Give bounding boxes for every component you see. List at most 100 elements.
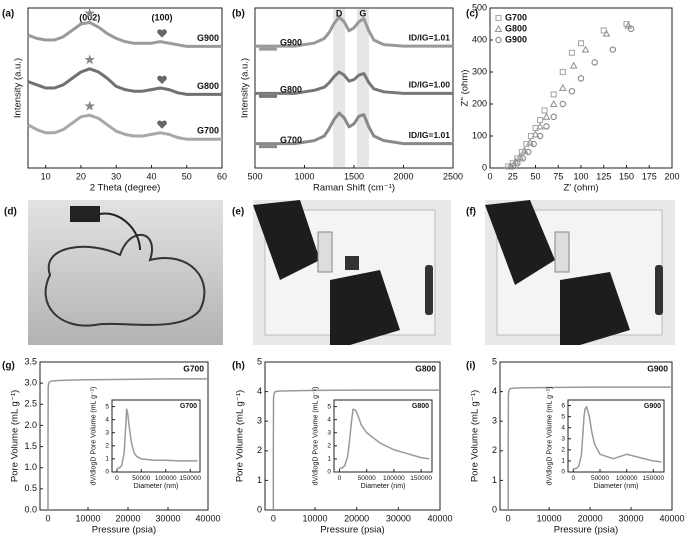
ratio-label: ID/IG=1.00 — [409, 80, 451, 90]
y-axis-label: Pore Volume (mL g⁻¹) — [234, 390, 245, 482]
ratio-label: ID/IG=1.01 — [409, 130, 451, 140]
photo-f — [485, 200, 675, 345]
x-tick-label: 150000 — [642, 475, 664, 482]
point — [568, 49, 575, 56]
series-label: G800 — [197, 81, 219, 91]
point — [523, 140, 530, 148]
point — [591, 59, 598, 66]
y-tick-label: 3 — [561, 435, 565, 442]
y-tick-label: 400 — [472, 34, 487, 44]
y-tick-label: 3 — [257, 416, 262, 426]
x-tick-label: 25 — [508, 171, 518, 181]
y-axis-label: dV/dlogD Pore Volume (mL g⁻¹) — [313, 387, 320, 486]
x-axis-label: Pressure (psia) — [92, 524, 156, 535]
y-tick-label: 4 — [492, 386, 497, 396]
x-tick-label: 2000 — [393, 171, 413, 181]
series-line — [27, 67, 222, 96]
x-tick-label: 50000 — [358, 475, 376, 482]
y-tick-label: 4 — [105, 416, 109, 423]
point — [531, 130, 540, 138]
x-axis-label: Raman Shift (cm⁻¹) — [313, 182, 395, 193]
y-tick-label: 2.5 — [24, 399, 37, 409]
series-label: G700 — [197, 126, 219, 136]
y-tick-label: 1 — [492, 475, 497, 485]
x-tick-label: 100000 — [616, 475, 638, 482]
x-tick-label: 30000 — [155, 513, 180, 523]
x-tick-label: 40000 — [195, 513, 220, 523]
panel-label: (h) — [232, 361, 245, 372]
x-tick-label: 20000 — [115, 513, 140, 523]
y-tick-label: 5 — [561, 413, 565, 420]
x-tick-label: 10000 — [302, 513, 327, 523]
band — [333, 9, 346, 167]
legend-label: G800 — [280, 85, 302, 95]
annotation: D — [336, 8, 343, 18]
legend-label: G900 — [505, 34, 527, 44]
series-label: G900 — [197, 33, 219, 43]
x-tick-label: 0 — [271, 513, 276, 523]
plot-frame — [39, 361, 209, 511]
legend-label: G800 — [505, 23, 527, 33]
point — [542, 112, 551, 120]
x-tick-label: 50 — [530, 171, 540, 181]
x-tick-label: 0 — [487, 171, 492, 181]
point — [511, 157, 520, 165]
x-tick-label: 40000 — [659, 513, 684, 523]
y-tick-label: 3.0 — [24, 378, 37, 388]
y-tick-label: 0 — [492, 504, 497, 514]
x-tick-label: 100000 — [155, 475, 177, 482]
peak-heart — [157, 120, 167, 129]
y-tick-label: 4 — [327, 416, 331, 423]
y-tick-label: 3 — [492, 416, 497, 426]
x-axis-label: Diameter (nm) — [361, 483, 406, 490]
point — [543, 123, 550, 130]
point — [559, 100, 567, 108]
x-axis-label: Pressure (psia) — [320, 524, 384, 535]
series-line — [255, 111, 453, 146]
x-tick-label: 40000 — [427, 513, 452, 523]
y-tick-label: 1 — [561, 458, 565, 465]
x-axis-label: Diameter (nm) — [594, 483, 639, 490]
x-tick-label: 0 — [338, 475, 342, 482]
series-line — [573, 405, 662, 470]
x-tick-label: 0 — [506, 513, 511, 523]
y-tick-label: 2.0 — [24, 420, 37, 430]
y-tick-label: 1 — [105, 456, 109, 463]
peak-star — [84, 100, 95, 111]
annotation: (002) — [79, 12, 100, 22]
y-tick-label: 6 — [561, 402, 565, 409]
series-label: G900 — [647, 363, 668, 373]
point — [519, 155, 527, 162]
x-tick-label: 1500 — [344, 171, 364, 181]
y-axis-label: dV/dlogD Pore Volume (mL g⁻¹) — [547, 387, 554, 486]
y-tick-label: 1 — [257, 475, 262, 485]
plot-frame — [567, 399, 665, 473]
y-tick-label: 2 — [561, 447, 565, 454]
x-tick-label: 150000 — [179, 475, 201, 482]
series-line — [27, 20, 222, 48]
panel-label: (e) — [232, 207, 244, 218]
plot-frame — [111, 399, 201, 473]
ratio-label: ID/IG=1.01 — [409, 32, 451, 42]
plot-frame — [27, 7, 223, 169]
peak-star — [84, 54, 95, 65]
x-tick-label: 100 — [573, 171, 588, 181]
point — [568, 87, 576, 95]
y-axis-label: Z'' (ohm) — [459, 70, 470, 107]
panel-label: (i) — [466, 361, 475, 372]
legend-marker — [495, 36, 502, 44]
x-tick-label: 20000 — [344, 513, 369, 523]
y-axis-label: Intensity (a.u.) — [13, 58, 24, 118]
x-tick-label: 10 — [41, 171, 51, 181]
y-tick-label: 1.5 — [24, 441, 37, 451]
point — [569, 61, 578, 69]
panel-label: (c) — [466, 9, 478, 20]
x-tick-label: 50000 — [591, 475, 609, 482]
point — [581, 45, 590, 53]
point — [627, 25, 635, 33]
inset-series-label: G800 — [412, 403, 429, 410]
y-tick-label: 5 — [257, 356, 262, 366]
y-tick-label: 0 — [561, 469, 565, 476]
y-tick-label: 0 — [327, 469, 331, 476]
